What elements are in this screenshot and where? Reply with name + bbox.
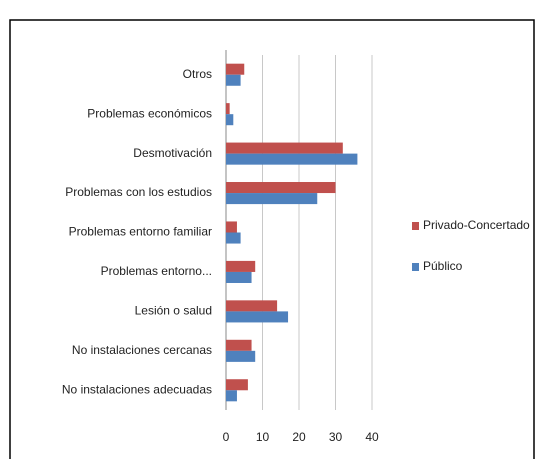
bar bbox=[226, 339, 252, 351]
legend-label: Público bbox=[423, 259, 463, 273]
y-tick-label: Problemas económicos bbox=[87, 106, 212, 120]
legend-swatch bbox=[412, 222, 419, 230]
bar bbox=[226, 142, 343, 154]
legend-label: Privado-Concertado bbox=[423, 218, 530, 232]
y-tick-label: Lesión o salud bbox=[135, 304, 212, 318]
bar bbox=[226, 103, 230, 115]
y-tick-label: Problemas entorno... bbox=[101, 264, 212, 278]
x-tick-label: 20 bbox=[292, 430, 306, 444]
bar bbox=[226, 232, 241, 244]
bar bbox=[226, 63, 245, 75]
x-tick-label: 0 bbox=[223, 430, 230, 444]
chart-border bbox=[9, 19, 535, 459]
y-tick-label: Problemas con los estudios bbox=[65, 185, 212, 199]
y-tick-label: Desmotivación bbox=[133, 146, 212, 160]
x-tick-label: 10 bbox=[256, 430, 270, 444]
bar bbox=[226, 300, 278, 312]
bar bbox=[226, 182, 336, 194]
bar bbox=[226, 260, 256, 272]
bar bbox=[226, 311, 289, 323]
bar bbox=[226, 390, 237, 402]
bar bbox=[226, 221, 237, 233]
bar bbox=[226, 114, 234, 126]
bar bbox=[226, 193, 318, 205]
x-tick-label: 30 bbox=[329, 430, 343, 444]
bar bbox=[226, 350, 256, 362]
y-tick-label: Otros bbox=[183, 67, 212, 81]
y-tick-label: No instalaciones cercanas bbox=[72, 343, 212, 357]
bar bbox=[226, 153, 358, 165]
bar bbox=[226, 74, 241, 86]
y-tick-label: No instalaciones adecuadas bbox=[62, 382, 212, 396]
bar bbox=[226, 379, 248, 391]
legend-swatch bbox=[412, 263, 419, 271]
x-tick-label: 40 bbox=[365, 430, 379, 444]
bar bbox=[226, 271, 252, 283]
y-tick-label: Problemas entorno familiar bbox=[69, 225, 212, 239]
